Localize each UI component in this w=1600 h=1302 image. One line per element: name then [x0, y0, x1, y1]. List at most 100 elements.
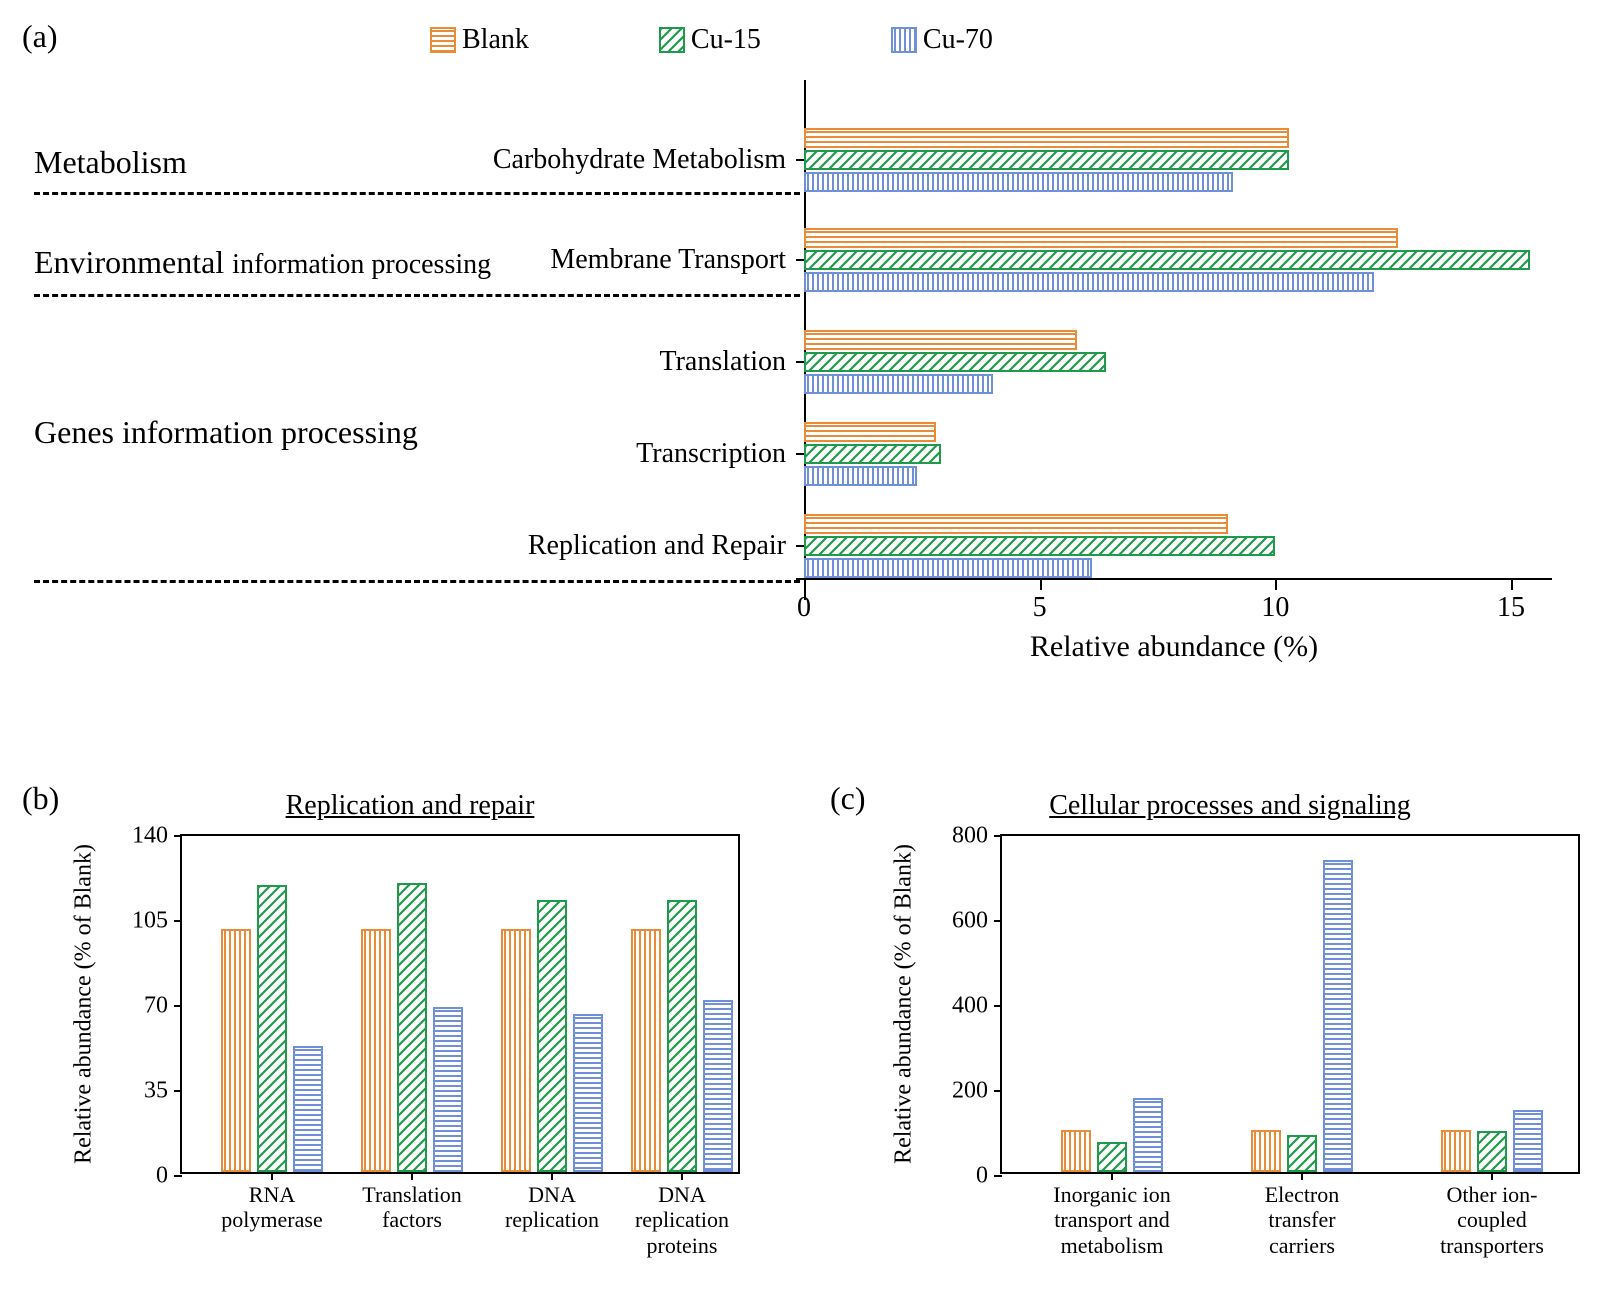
- sub-bar-blank: [631, 929, 661, 1172]
- sub-ytick-label: 400: [952, 993, 988, 1020]
- sub-bar-cu70: [1133, 1098, 1163, 1172]
- sub-category-label: Other ion- coupled transporters: [1440, 1182, 1544, 1258]
- sub-ytick: [994, 835, 1002, 837]
- sub-xtick: [681, 1172, 683, 1180]
- panel-a: Metabolism Environmental information proc…: [0, 70, 1600, 730]
- panel-a-bar-cu15: [804, 150, 1289, 170]
- panel-a-left-labels: Metabolism Environmental information proc…: [34, 70, 800, 590]
- panel-a-xtick: [1275, 580, 1277, 590]
- panel-a-bar-cu15: [804, 444, 941, 464]
- panel-a-bar-blank: [804, 514, 1228, 534]
- sub-xtick: [551, 1172, 553, 1180]
- sub-bar-cu15: [1287, 1135, 1317, 1172]
- panel-a-section-label: Metabolism: [34, 144, 187, 181]
- sub-bar-blank: [1441, 1130, 1471, 1173]
- legend-swatch-blank: [430, 27, 456, 53]
- sub-xtick: [1301, 1172, 1303, 1180]
- panel-a-x-axis: [796, 578, 1552, 580]
- legend: Blank Cu-15 Cu-70: [430, 24, 993, 56]
- panel-a-category-label: Membrane Transport: [550, 244, 786, 276]
- panel-a-category-label: Replication and Repair: [528, 530, 786, 562]
- sub-ytick-label: 70: [144, 993, 168, 1020]
- panel-a-divider: [34, 192, 800, 195]
- sub-ytick: [174, 1090, 182, 1092]
- panel-a-bar-cu70: [804, 558, 1092, 578]
- sub-bar-cu70: [433, 1007, 463, 1172]
- panel-c-title: Cellular processes and signaling: [1049, 790, 1411, 822]
- sub-ytick-label: 35: [144, 1078, 168, 1105]
- sub-ytick-label: 0: [976, 1163, 988, 1190]
- sub-ytick: [994, 1175, 1002, 1177]
- legend-label-cu15: Cu-15: [691, 24, 761, 56]
- legend-item-cu70: Cu-70: [891, 24, 993, 56]
- panel-a-category-label: Translation: [659, 346, 786, 378]
- sub-ytick: [994, 1005, 1002, 1007]
- sub-bar-cu70: [1513, 1110, 1543, 1172]
- sub-ytick: [174, 835, 182, 837]
- panel-b-y-title: Relative abundance (% of Blank): [71, 844, 98, 1164]
- panel-a-bar-blank: [804, 330, 1077, 350]
- sub-ytick: [994, 920, 1002, 922]
- panel-a-bar-cu70: [804, 272, 1374, 292]
- panel-a-category-label: Transcription: [636, 438, 786, 470]
- panel-a-xtick-label: 15: [1497, 592, 1525, 624]
- sub-category-label: Inorganic ion transport and metabolism: [1053, 1182, 1171, 1258]
- legend-label-blank: Blank: [462, 24, 529, 56]
- panel-a-bar-cu70: [804, 172, 1233, 192]
- sub-ytick: [174, 1175, 182, 1177]
- panel-b-label: (b): [22, 780, 59, 817]
- panel-a-ytick: [796, 453, 804, 455]
- panel-a-ytick: [796, 259, 804, 261]
- panel-a-xtick: [804, 580, 806, 590]
- sub-bar-cu15: [1097, 1142, 1127, 1172]
- legend-item-cu15: Cu-15: [659, 24, 761, 56]
- panel-a-x-title: Relative abundance (%): [1030, 630, 1318, 664]
- panel-a-section-label: Environmental information processing: [34, 244, 491, 281]
- panel-c: Cellular processes and signaling Relativ…: [880, 790, 1580, 1290]
- sub-bar-blank: [501, 929, 531, 1172]
- legend-label-cu70: Cu-70: [923, 24, 993, 56]
- panel-a-bar-blank: [804, 422, 936, 442]
- panel-a-ytick: [796, 159, 804, 161]
- panel-a-xtick-label: 0: [797, 592, 811, 624]
- panel-a-bar-blank: [804, 128, 1289, 148]
- sub-ytick-label: 0: [156, 1163, 168, 1190]
- panel-a-bar-blank: [804, 228, 1398, 248]
- sub-bar-blank: [1061, 1130, 1091, 1173]
- sub-bar-cu70: [703, 1000, 733, 1172]
- sub-xtick: [1111, 1172, 1113, 1180]
- sub-bar-blank: [361, 929, 391, 1172]
- panel-a-bar-cu70: [804, 374, 993, 394]
- sub-ytick-label: 105: [132, 908, 168, 935]
- panel-a-bar-cu15: [804, 536, 1275, 556]
- sub-bar-cu15: [667, 900, 697, 1172]
- sub-bar-blank: [221, 929, 251, 1172]
- sub-category-label: DNA replication: [505, 1182, 599, 1233]
- panel-c-plot: 0200400600800Inorganic ion transport and…: [1000, 834, 1580, 1174]
- panel-a-xtick-label: 5: [1033, 592, 1047, 624]
- sub-xtick: [271, 1172, 273, 1180]
- panel-a-bar-cu15: [804, 352, 1106, 372]
- sub-ytick-label: 600: [952, 908, 988, 935]
- sub-ytick: [994, 1090, 1002, 1092]
- panel-a-category-label: Carbohydrate Metabolism: [493, 144, 786, 176]
- sub-bar-cu15: [537, 900, 567, 1172]
- panel-b-plot: 03570105140RNA polymeraseTranslation fac…: [180, 834, 740, 1174]
- sub-bar-blank: [1251, 1130, 1281, 1173]
- figure: (a) BlankCu-15Cu-70 MetabolismEnvironmen…: [0, 0, 1600, 1302]
- sub-xtick: [411, 1172, 413, 1180]
- sub-category-label: Translation factors: [362, 1182, 461, 1233]
- panel-b-title: Replication and repair: [286, 790, 535, 822]
- panel-c-y-title: Relative abundance (% of Blank): [891, 844, 918, 1164]
- sub-bar-cu15: [1477, 1131, 1507, 1172]
- panel-a-xtick-label: 10: [1261, 592, 1289, 624]
- panel-a-xtick: [1040, 580, 1042, 590]
- sub-category-label: RNA polymerase: [221, 1182, 322, 1233]
- panel-a-ytick: [796, 545, 804, 547]
- panel-c-label: (c): [830, 780, 866, 817]
- sub-ytick-label: 800: [952, 823, 988, 850]
- sub-ytick-label: 140: [132, 823, 168, 850]
- sub-ytick-label: 200: [952, 1078, 988, 1105]
- panel-a-divider: [34, 580, 800, 583]
- panel-b: Replication and repair Relative abundanc…: [60, 790, 760, 1290]
